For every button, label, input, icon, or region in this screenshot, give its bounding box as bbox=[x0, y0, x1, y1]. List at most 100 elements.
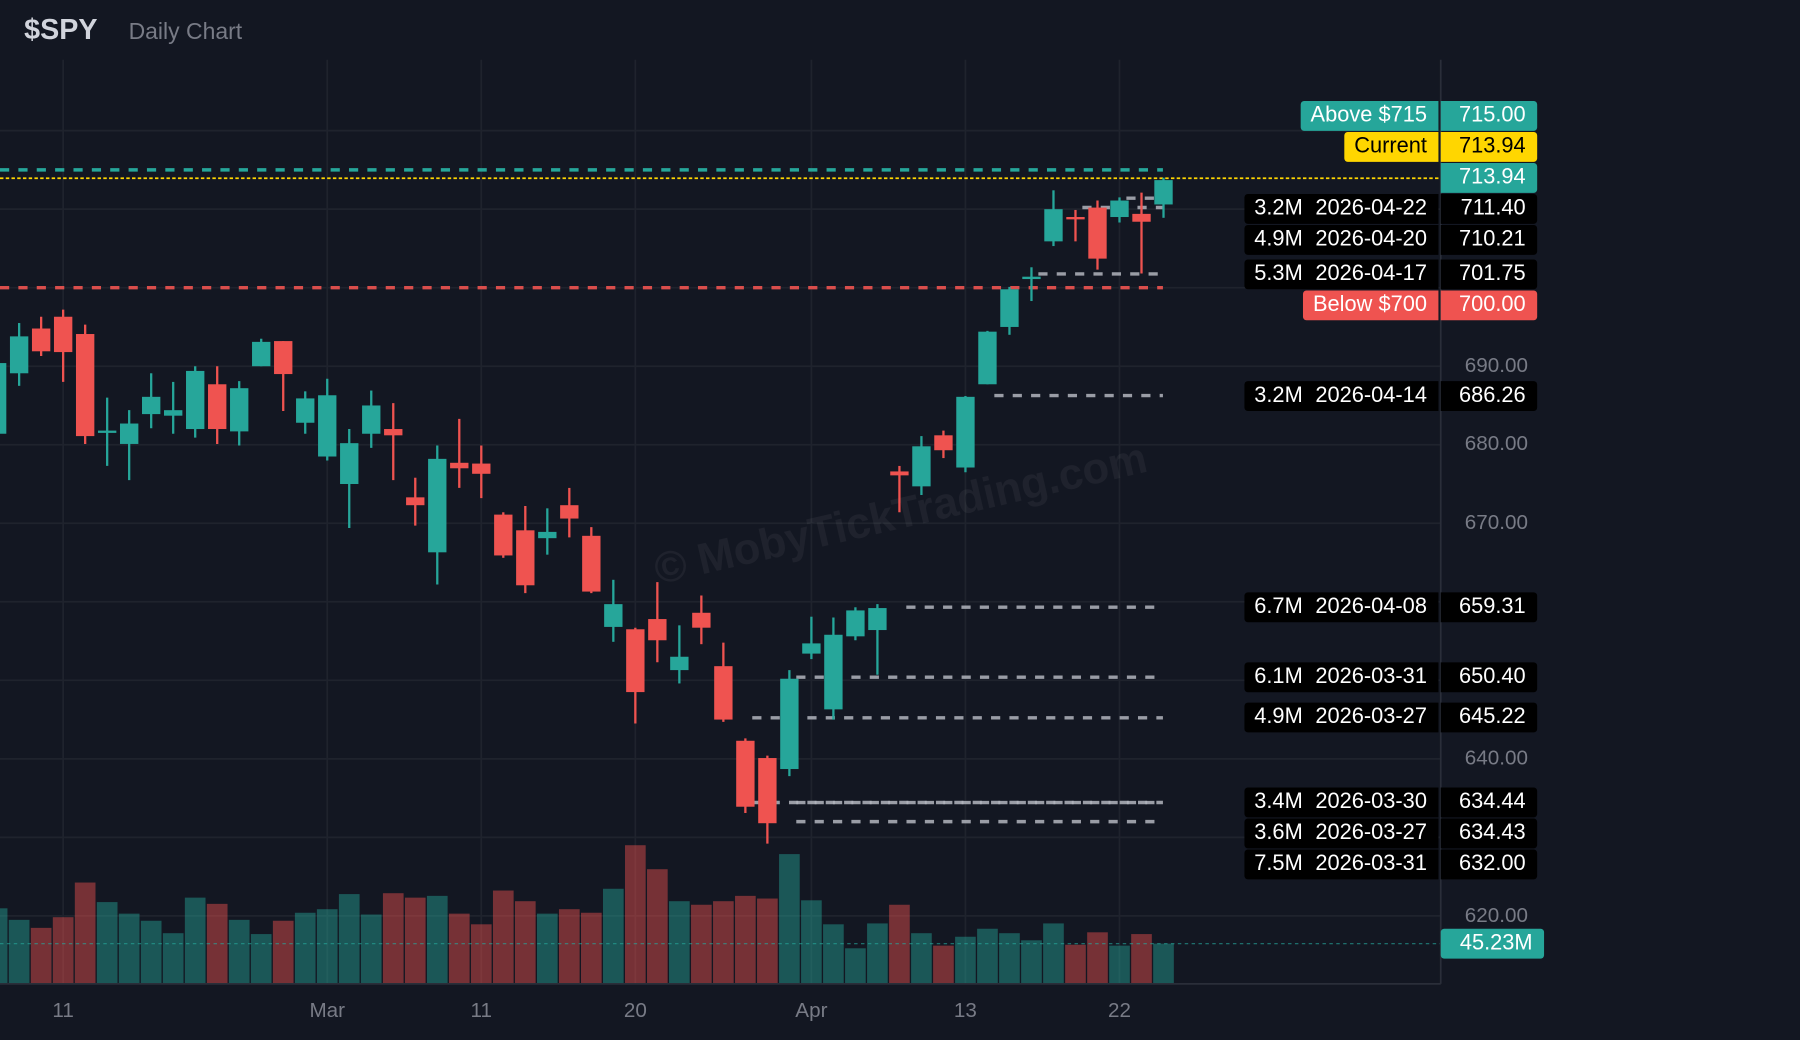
candle bbox=[758, 755, 777, 844]
volume-bar bbox=[602, 888, 624, 984]
candle bbox=[31, 316, 51, 357]
volume-bar bbox=[140, 920, 162, 984]
watermark: © MobyTickTrading.com bbox=[650, 434, 1152, 594]
candle bbox=[428, 445, 447, 585]
volume-bar bbox=[669, 901, 690, 984]
volume-bar bbox=[999, 933, 1020, 984]
candle-body bbox=[472, 463, 491, 474]
volume-price-box: 710.21 bbox=[1440, 225, 1538, 256]
candle-body bbox=[119, 423, 139, 444]
volume-bar bbox=[1065, 944, 1086, 984]
candle-body bbox=[318, 395, 337, 457]
candle bbox=[75, 324, 95, 444]
volume-bar bbox=[118, 913, 140, 984]
x-tick-label: Mar bbox=[309, 998, 346, 1022]
candle-body bbox=[406, 497, 425, 506]
level-volume: 6.7M bbox=[1254, 594, 1303, 619]
candle bbox=[494, 512, 513, 558]
candle bbox=[1066, 209, 1085, 242]
candle-body bbox=[956, 396, 975, 468]
candle-body bbox=[384, 429, 403, 436]
volume-bar bbox=[206, 903, 228, 984]
y-tick-label: 670.00 bbox=[1464, 510, 1528, 534]
candle bbox=[1000, 286, 1019, 335]
candle-body bbox=[494, 514, 513, 556]
candle-body bbox=[53, 316, 73, 353]
above-label: Above $715 bbox=[1300, 101, 1439, 132]
level-lines bbox=[0, 168, 1441, 824]
volume-bar bbox=[823, 924, 844, 984]
y-tick-label: 680.00 bbox=[1464, 432, 1528, 456]
level-volume: 5.3M bbox=[1254, 261, 1303, 286]
candle-body bbox=[1022, 276, 1041, 280]
x-tick-label: 11 bbox=[470, 998, 493, 1022]
candle bbox=[846, 607, 865, 641]
candle bbox=[648, 582, 667, 663]
volume-bar bbox=[580, 912, 602, 984]
volume-bar bbox=[470, 924, 492, 984]
volume-bar bbox=[867, 923, 888, 984]
volume-bar bbox=[735, 895, 756, 984]
candle-body bbox=[846, 610, 865, 637]
candle bbox=[362, 390, 381, 448]
volume-price-box: 650.40 bbox=[1440, 662, 1538, 693]
volume-label: 4.9M 2026-04-20 bbox=[1243, 225, 1439, 256]
candle bbox=[406, 477, 425, 526]
volume-bar bbox=[536, 913, 558, 984]
candle bbox=[340, 429, 359, 528]
candle bbox=[186, 366, 205, 438]
candle bbox=[1132, 192, 1151, 274]
level-volume: 3.4M bbox=[1254, 789, 1303, 814]
candle bbox=[538, 508, 557, 555]
level-volume: 4.9M bbox=[1254, 705, 1303, 730]
candle bbox=[274, 341, 293, 411]
candle bbox=[670, 625, 689, 684]
candle-body bbox=[1044, 209, 1063, 242]
candle bbox=[1154, 177, 1173, 218]
candle-body bbox=[9, 336, 29, 374]
candle-body bbox=[648, 619, 667, 641]
candle bbox=[141, 373, 161, 429]
volume-label: 5.3M 2026-04-17 bbox=[1243, 259, 1439, 289]
level-date: 2026-04-22 bbox=[1315, 196, 1427, 221]
candle-body bbox=[868, 608, 887, 631]
candle bbox=[208, 366, 227, 444]
x-tick-label: 11 bbox=[52, 998, 74, 1022]
candle bbox=[912, 436, 931, 495]
candle-body bbox=[714, 666, 733, 720]
volume-bar bbox=[1131, 934, 1152, 984]
volume-price-box: 632.00 bbox=[1440, 849, 1538, 880]
level-volume: 3.2M bbox=[1254, 196, 1303, 221]
volume-bar bbox=[625, 845, 646, 984]
candle bbox=[560, 487, 579, 538]
level-date: 2026-03-27 bbox=[1315, 820, 1427, 845]
candle bbox=[53, 309, 73, 382]
volume-label: 7.5M 2026-03-31 bbox=[1243, 849, 1439, 880]
volume-bar bbox=[1043, 923, 1064, 984]
volume-price-box: 686.26 bbox=[1440, 380, 1538, 411]
volume-bar bbox=[1087, 932, 1108, 984]
candle bbox=[1110, 197, 1129, 223]
candle bbox=[604, 579, 623, 642]
volume-label: 3.2M 2026-04-22 bbox=[1243, 194, 1439, 225]
volume-label: 3.2M 2026-04-14 bbox=[1243, 380, 1439, 411]
candle-body bbox=[736, 740, 755, 807]
candle-body bbox=[780, 678, 799, 770]
volume-bar bbox=[713, 901, 734, 984]
volume-bar bbox=[8, 919, 30, 984]
above-price-box: 715.00 bbox=[1440, 101, 1538, 132]
candle bbox=[978, 330, 997, 385]
candle bbox=[802, 616, 821, 660]
level-date: 2026-04-14 bbox=[1315, 382, 1427, 408]
candle bbox=[516, 505, 535, 594]
candle-body bbox=[934, 435, 953, 451]
candle-body bbox=[560, 505, 579, 519]
candle-body bbox=[758, 758, 777, 824]
volume-bar bbox=[74, 882, 96, 984]
volume-bar bbox=[338, 894, 360, 984]
candle bbox=[780, 670, 799, 777]
level-date: 2026-04-08 bbox=[1315, 594, 1427, 619]
candle-body bbox=[978, 331, 997, 385]
candle bbox=[714, 642, 733, 722]
